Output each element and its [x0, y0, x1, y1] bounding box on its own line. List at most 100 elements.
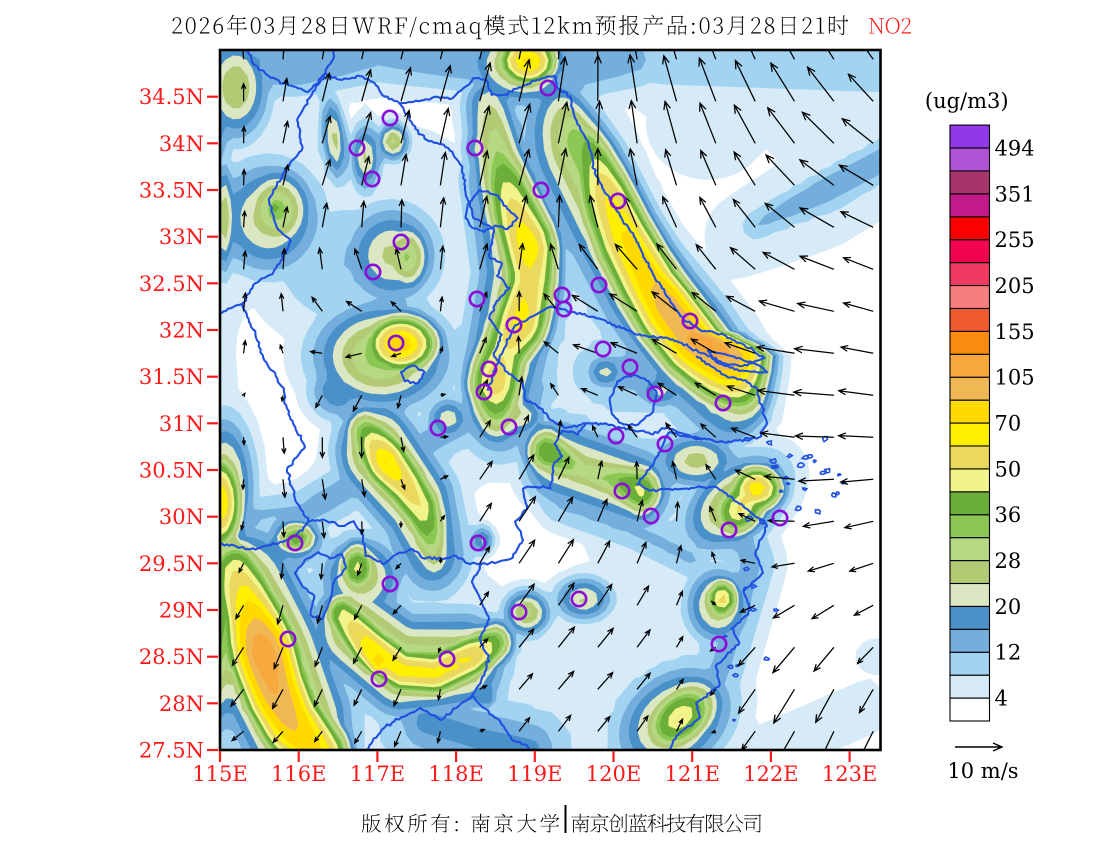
wind-arrow — [518, 50, 529, 60]
city-marker — [387, 334, 405, 352]
colorbar-tick-label: 70 — [995, 412, 1022, 436]
island-outline — [731, 672, 740, 678]
wind-arrow — [400, 66, 413, 102]
wind-arrow — [321, 114, 332, 144]
colorbar-cell — [949, 582, 991, 607]
wind-arrow — [353, 689, 363, 707]
wind-arrow — [711, 550, 717, 564]
wind-arrow — [636, 540, 647, 564]
wind-arrow — [812, 50, 835, 60]
lat-tick-label: 30.5N — [139, 459, 204, 483]
wind-arrow — [440, 393, 447, 398]
province-boundary-line — [365, 695, 473, 750]
city-marker — [510, 603, 528, 621]
colorbar-cell — [949, 193, 991, 218]
lat-tick-label: 32.5N — [139, 272, 204, 296]
colorbar-cell — [949, 674, 991, 699]
wind-arrow — [400, 437, 406, 454]
lat-tick-label: 28N — [159, 692, 204, 716]
colorbar-cell — [949, 697, 991, 722]
wind-arrow — [234, 604, 245, 621]
city-marker — [681, 312, 699, 330]
island-outline — [772, 608, 780, 613]
city-marker — [469, 534, 487, 552]
wind-arrow — [843, 520, 874, 530]
colorbar-cell — [949, 147, 991, 172]
wind-arrow — [356, 563, 363, 577]
province-boundary-line — [220, 302, 243, 315]
colorbar-cell — [949, 491, 991, 516]
island-outline — [763, 656, 771, 661]
wind-arrow — [557, 581, 575, 606]
wind-arrow — [709, 505, 717, 522]
wind-arrow — [764, 153, 795, 186]
wind-arrow — [858, 688, 874, 715]
wind-arrow — [439, 50, 451, 60]
lon-tick-label: 117E — [350, 762, 405, 786]
lat-tick-label: 30N — [159, 505, 204, 529]
wind-arrow — [320, 521, 327, 540]
wind-arrow — [392, 646, 402, 662]
island-outline — [778, 489, 784, 494]
lat-tick-label: 31.5N — [139, 365, 204, 389]
wind-arrow — [436, 689, 442, 702]
island-outline — [726, 664, 734, 670]
colorbar-cell — [949, 216, 991, 241]
wind-arrow — [842, 256, 874, 270]
wind-arrow — [761, 251, 795, 270]
wind-arrow — [627, 53, 638, 102]
wind-arrow — [359, 521, 365, 536]
wind-arrow — [317, 246, 324, 270]
wind-arrow — [709, 688, 717, 697]
wind-arrow — [770, 562, 795, 569]
wind-arrows — [230, 50, 874, 750]
wind-arrow — [479, 545, 491, 564]
lat-tick-label: 32N — [159, 319, 204, 343]
wind-arrow — [699, 195, 717, 228]
wind-arrow — [282, 205, 289, 228]
wind-arrow — [344, 352, 362, 359]
wind-arrow — [400, 50, 411, 60]
province-boundary-line — [636, 355, 769, 750]
island-outline — [722, 634, 729, 638]
wind-arrow — [518, 582, 536, 606]
wind-arrow — [439, 150, 448, 186]
wind-arrow — [518, 495, 537, 522]
wind-arrow — [280, 395, 285, 403]
wind-arrow — [725, 385, 756, 396]
wind-arrow — [732, 198, 756, 228]
wind-arrow — [479, 194, 489, 228]
wind-arrow — [580, 387, 599, 396]
island-outline — [785, 481, 791, 486]
wind-arrow — [578, 243, 599, 270]
colorbar-tick-label: 12 — [995, 641, 1022, 665]
city-marker — [429, 419, 447, 437]
wind-arrow — [597, 497, 608, 522]
colorbar-cell — [949, 514, 991, 539]
wind-arrow — [361, 50, 370, 60]
wind-arrow — [705, 463, 717, 480]
island-outline — [732, 718, 736, 722]
wind-arrow — [792, 388, 834, 397]
wind-arrow — [438, 556, 443, 564]
wind-arrow — [557, 50, 566, 60]
wind-arrow — [394, 562, 402, 570]
city-marker — [381, 109, 399, 127]
wind-arrow — [518, 627, 535, 648]
wind-arrow — [636, 584, 650, 606]
wind-arrow — [242, 339, 248, 354]
wind-arrow — [836, 432, 874, 440]
island-outline — [794, 505, 803, 512]
wind-arrow — [241, 392, 246, 397]
city-markers — [279, 79, 789, 688]
wind-arrow — [309, 349, 323, 355]
wind-arrow — [518, 242, 525, 270]
colorbar-cell — [949, 376, 991, 401]
wind-arrow — [516, 290, 523, 312]
wind-arrow — [848, 562, 874, 573]
wind-arrow — [282, 119, 290, 144]
wind-arrow — [314, 647, 323, 668]
wind-arrow — [733, 150, 756, 186]
island-outline — [765, 440, 773, 446]
